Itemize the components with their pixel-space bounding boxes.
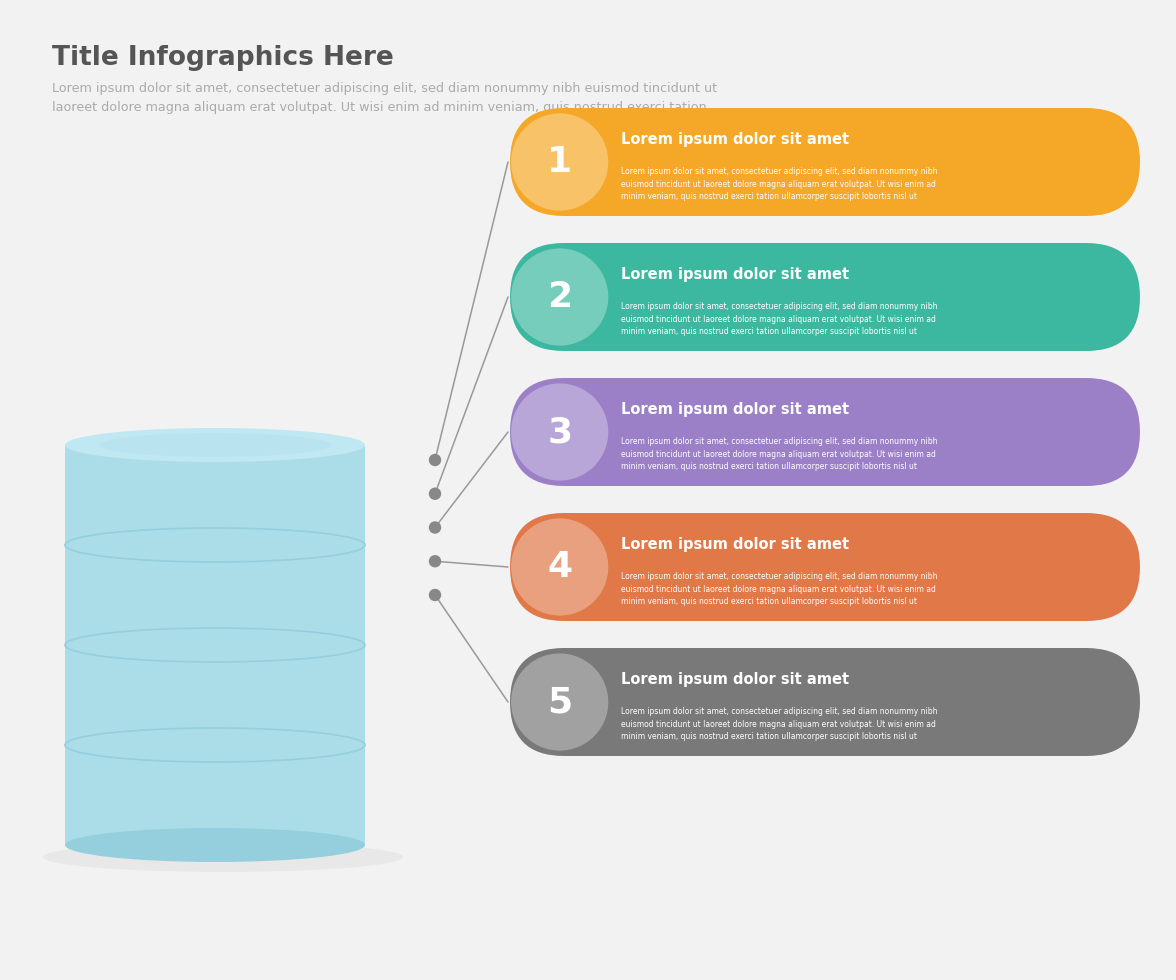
Ellipse shape	[65, 428, 365, 462]
Circle shape	[429, 521, 441, 534]
Ellipse shape	[65, 728, 365, 762]
Text: Lorem ipsum dolor sit amet, consectetuer adipiscing elit, sed diam nonummy nibh
: Lorem ipsum dolor sit amet, consectetuer…	[621, 168, 937, 201]
Text: Title Infographics Here: Title Infographics Here	[52, 45, 394, 71]
FancyBboxPatch shape	[510, 378, 1140, 486]
Text: 1: 1	[547, 145, 573, 179]
Text: 4: 4	[547, 550, 573, 584]
Ellipse shape	[65, 628, 365, 662]
Text: Lorem ipsum dolor sit amet, consectetuer adipiscing elit, sed diam nonummy nibh
: Lorem ipsum dolor sit amet, consectetuer…	[621, 303, 937, 336]
Text: Lorem ipsum dolor sit amet: Lorem ipsum dolor sit amet	[621, 402, 849, 416]
FancyBboxPatch shape	[65, 445, 365, 845]
Text: 5: 5	[547, 685, 573, 719]
Circle shape	[429, 589, 441, 601]
Circle shape	[429, 454, 441, 466]
Text: Lorem ipsum dolor sit amet, consectetuer adipiscing elit, sed diam nonummy nibh
: Lorem ipsum dolor sit amet, consectetuer…	[621, 437, 937, 470]
Text: Lorem ipsum dolor sit amet: Lorem ipsum dolor sit amet	[621, 132, 849, 147]
FancyBboxPatch shape	[510, 513, 1140, 621]
Circle shape	[512, 518, 608, 615]
FancyBboxPatch shape	[510, 108, 1140, 216]
Circle shape	[512, 248, 608, 346]
Ellipse shape	[44, 842, 403, 872]
Text: Lorem ipsum dolor sit amet: Lorem ipsum dolor sit amet	[621, 537, 849, 552]
Text: Lorem ipsum dolor sit amet, consectetuer adipiscing elit, sed diam nonummy nibh
: Lorem ipsum dolor sit amet, consectetuer…	[621, 572, 937, 606]
Ellipse shape	[65, 528, 365, 562]
Text: 2: 2	[547, 280, 573, 314]
FancyBboxPatch shape	[510, 648, 1140, 756]
Circle shape	[512, 654, 608, 751]
Text: 3: 3	[547, 415, 573, 449]
Text: Lorem ipsum dolor sit amet: Lorem ipsum dolor sit amet	[621, 267, 849, 282]
Text: Lorem ipsum dolor sit amet, consectetuer adipiscing elit, sed diam nonummy nibh
: Lorem ipsum dolor sit amet, consectetuer…	[621, 708, 937, 741]
Ellipse shape	[99, 433, 332, 457]
FancyBboxPatch shape	[510, 243, 1140, 351]
Circle shape	[429, 555, 441, 567]
Circle shape	[512, 383, 608, 480]
Text: Lorem ipsum dolor sit amet: Lorem ipsum dolor sit amet	[621, 672, 849, 687]
Circle shape	[429, 488, 441, 500]
Ellipse shape	[65, 828, 365, 862]
Circle shape	[512, 114, 608, 211]
Text: Lorem ipsum dolor sit amet, consectetuer adipiscing elit, sed diam nonummy nibh : Lorem ipsum dolor sit amet, consectetuer…	[52, 82, 717, 114]
